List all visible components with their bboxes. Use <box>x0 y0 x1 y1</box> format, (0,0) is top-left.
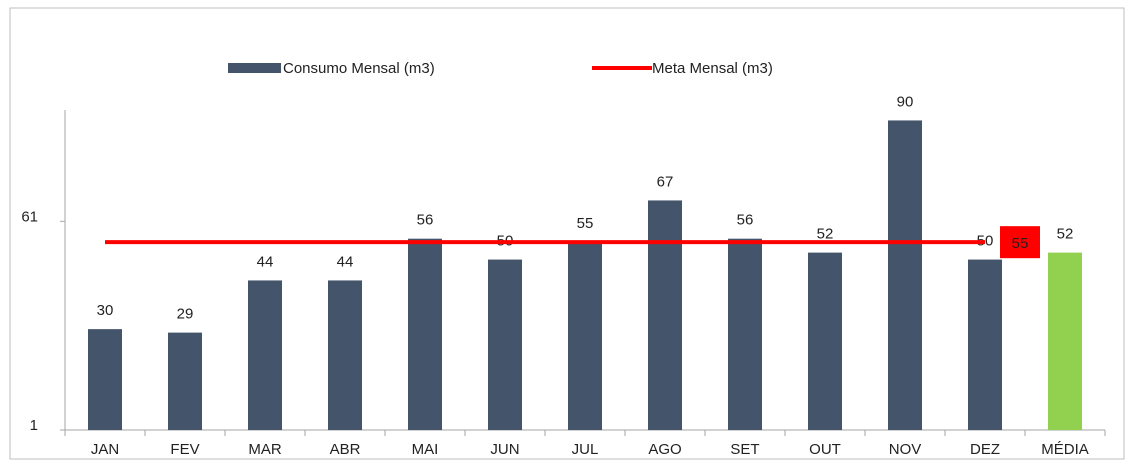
bar <box>568 242 602 430</box>
bar <box>248 280 282 430</box>
x-tick-label: OUT <box>809 441 841 458</box>
bar <box>648 200 682 430</box>
x-tick-label: JUL <box>572 441 599 458</box>
legend-label: Meta Mensal (m3) <box>652 60 773 77</box>
data-label: 52 <box>817 226 834 243</box>
data-label: 90 <box>897 93 914 110</box>
bar <box>328 280 362 430</box>
bar <box>888 120 922 430</box>
x-tick-label: SET <box>730 441 759 458</box>
x-tick-label: DEZ <box>970 441 1000 458</box>
x-tick-label: AGO <box>648 441 681 458</box>
x-tick-label: JUN <box>490 441 519 458</box>
data-label: 29 <box>177 306 194 323</box>
bar <box>168 332 202 430</box>
x-tick-label: NOV <box>889 441 922 458</box>
y-tick-label: 61 <box>21 208 38 225</box>
x-tick-label: JAN <box>91 441 119 458</box>
data-label: 44 <box>257 253 274 270</box>
bar <box>1048 252 1082 430</box>
legend-swatch <box>228 63 281 73</box>
data-label-box <box>1000 226 1040 259</box>
x-tick-label: ABR <box>330 441 361 458</box>
x-tick-label: MAI <box>412 441 439 458</box>
bar <box>728 238 762 430</box>
bar <box>408 238 442 430</box>
legend-label: Consumo Mensal (m3) <box>283 60 435 77</box>
data-label: 55 <box>1012 235 1029 252</box>
data-label: 56 <box>737 212 754 229</box>
bar <box>968 259 1002 430</box>
data-label: 52 <box>1057 226 1074 243</box>
bar <box>488 259 522 430</box>
data-label: 44 <box>337 253 354 270</box>
data-label: 30 <box>97 302 114 319</box>
data-label: 67 <box>657 173 674 190</box>
y-tick-label: 1 <box>30 417 38 434</box>
x-tick-label: FEV <box>170 441 199 458</box>
data-label: 55 <box>577 215 594 232</box>
x-tick-label: MÉDIA <box>1041 441 1089 458</box>
x-tick-label: MAR <box>248 441 282 458</box>
data-label: 56 <box>417 212 434 229</box>
bar <box>808 252 842 430</box>
bar <box>88 329 122 430</box>
